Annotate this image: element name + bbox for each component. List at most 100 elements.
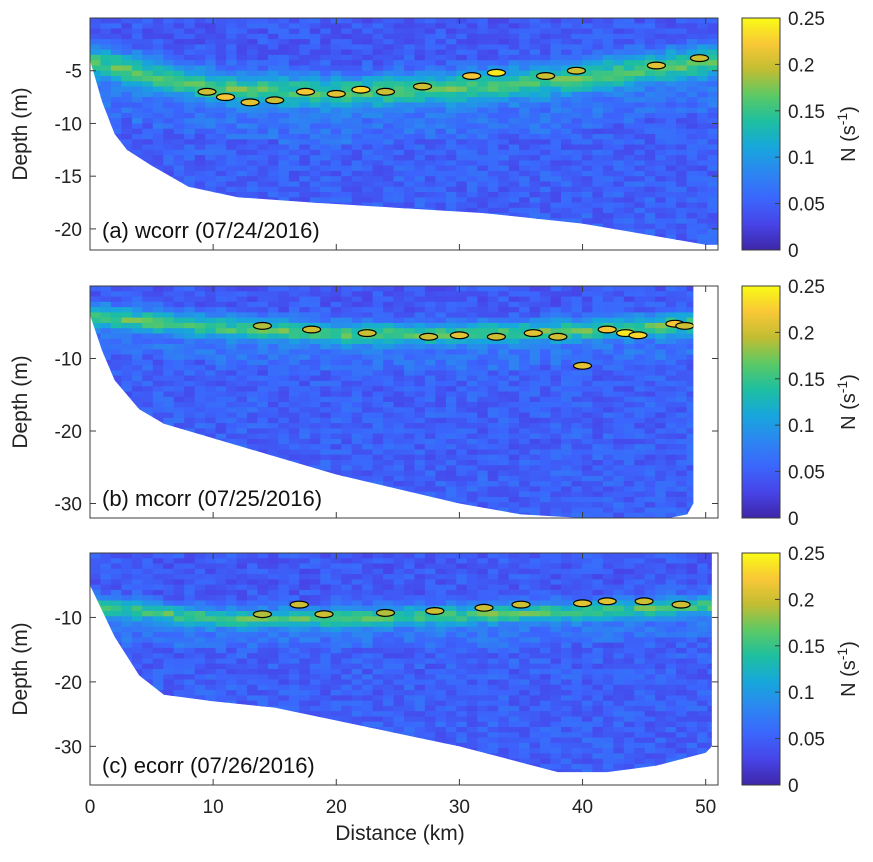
- heatmap-cell: [425, 171, 436, 177]
- heatmap-cell: [299, 145, 310, 151]
- heatmap-cell: [383, 508, 394, 514]
- heatmap-cell: [530, 450, 541, 456]
- heatmap-cell: [498, 455, 509, 461]
- heatmap-cell: [310, 50, 321, 56]
- heatmap-cell: [216, 139, 227, 145]
- heatmap-cell: [404, 218, 415, 224]
- heatmap-cell: [174, 413, 185, 419]
- heatmap-cell: [634, 66, 645, 72]
- heatmap-cell: [477, 355, 488, 361]
- heatmap-cell: [268, 339, 279, 345]
- heatmap-cell: [519, 55, 530, 61]
- heatmap-cell: [582, 476, 593, 482]
- heatmap-cell: [373, 423, 384, 429]
- heatmap-cell: [603, 318, 614, 324]
- heatmap-cell: [394, 465, 405, 471]
- heatmap-cell: [592, 365, 603, 371]
- heatmap-cell: [320, 450, 331, 456]
- heatmap-cell: [216, 150, 227, 156]
- heatmap-cell: [540, 134, 551, 140]
- heatmap-cell: [415, 497, 426, 503]
- heatmap-cell: [708, 145, 719, 151]
- heatmap-cell: [425, 97, 436, 103]
- heatmap-cell: [247, 407, 258, 413]
- heatmap-cell: [373, 344, 384, 350]
- heatmap-cell: [572, 134, 583, 140]
- heatmap-cell: [163, 150, 174, 156]
- heatmap-cell: [331, 182, 342, 188]
- heatmap-cell: [142, 145, 153, 151]
- heatmap-cell: [132, 18, 143, 24]
- heatmap-cell: [498, 182, 509, 188]
- heatmap-cell: [446, 76, 457, 82]
- heatmap-cell: [247, 312, 258, 318]
- heatmap-cell: [435, 60, 446, 66]
- heatmap-cell: [603, 229, 614, 235]
- heatmap-cell: [341, 370, 352, 376]
- heatmap-cell: [592, 502, 603, 508]
- heatmap-cell: [697, 171, 708, 177]
- heatmap-cell: [624, 224, 635, 230]
- heatmap-cell: [237, 81, 248, 87]
- heatmap-cell: [561, 370, 572, 376]
- heatmap-cell: [373, 418, 384, 424]
- heatmap-cell: [540, 465, 551, 471]
- heatmap-cell: [467, 312, 478, 318]
- heatmap-cell: [404, 450, 415, 456]
- heatmap-cell: [352, 129, 363, 135]
- heatmap-cell: [394, 139, 405, 145]
- heatmap-cell: [90, 418, 101, 424]
- heatmap-cell: [226, 176, 237, 182]
- heatmap-cell: [111, 155, 122, 161]
- heatmap-cell: [572, 39, 583, 45]
- heatmap-cell: [477, 18, 488, 24]
- heatmap-cell: [299, 450, 310, 456]
- heatmap-cell: [551, 187, 562, 193]
- heatmap-cell: [383, 386, 394, 392]
- heatmap-cell: [634, 192, 645, 198]
- heatmap-cell: [226, 428, 237, 434]
- heatmap-cell: [226, 339, 237, 345]
- heatmap-cell: [603, 376, 614, 382]
- heatmap-cell: [624, 450, 635, 456]
- heatmap-cell: [435, 428, 446, 434]
- heatmap-cell: [415, 323, 426, 329]
- heatmap-cell: [456, 81, 467, 87]
- heatmap-cell: [394, 18, 405, 24]
- heatmap-cell: [111, 55, 122, 61]
- heatmap-cell: [467, 397, 478, 403]
- heatmap-cell: [603, 192, 614, 198]
- heatmap-cell: [184, 97, 195, 103]
- heatmap-cell: [498, 413, 509, 419]
- heatmap-cell: [195, 365, 206, 371]
- heatmap-cell: [446, 108, 457, 114]
- heatmap-cell: [90, 124, 101, 130]
- heatmap-cell: [456, 208, 467, 214]
- heatmap-cell: [561, 29, 572, 35]
- heatmap-cell: [404, 286, 415, 292]
- heatmap-cell: [268, 297, 279, 303]
- heatmap-cell: [446, 118, 457, 124]
- heatmap-cell: [634, 160, 645, 166]
- heatmap-cell: [362, 439, 373, 445]
- heatmap-cell: [352, 365, 363, 371]
- heatmap-cell: [509, 160, 520, 166]
- heatmap-cell: [624, 508, 635, 514]
- heatmap-cell: [603, 423, 614, 429]
- heatmap-cell: [488, 476, 499, 482]
- heatmap-cell: [697, 76, 708, 82]
- heatmap-cell: [687, 134, 698, 140]
- heatmap-cell: [456, 224, 467, 230]
- heatmap-cell: [195, 450, 206, 456]
- heatmap-cell: [592, 397, 603, 403]
- heatmap-cell: [90, 240, 101, 246]
- heatmap-cell: [540, 312, 551, 318]
- heatmap-cell: [498, 418, 509, 424]
- heatmap-cell: [394, 23, 405, 29]
- heatmap-cell: [467, 486, 478, 492]
- heatmap-cell: [153, 171, 164, 177]
- heatmap-cell: [666, 139, 677, 145]
- heatmap-cell: [258, 286, 269, 292]
- contour-patch: [327, 91, 345, 98]
- heatmap-cell: [268, 66, 279, 72]
